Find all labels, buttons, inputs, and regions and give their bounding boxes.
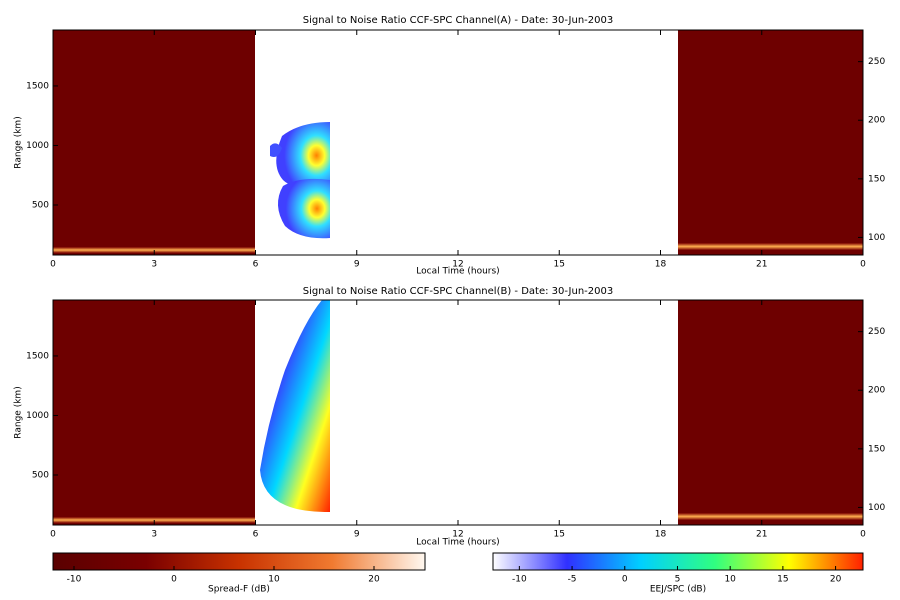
x-tick-label: 21 — [756, 530, 767, 540]
colorbar-tick-label: -10 — [512, 575, 527, 585]
y-tick-label: 1000 — [26, 411, 49, 421]
x-tick-label: 0 — [50, 260, 56, 270]
y-tick-label: 500 — [32, 201, 49, 211]
colorbar-tick-label: 20 — [830, 575, 842, 585]
x-tick-label: 3 — [151, 260, 157, 270]
colorbar-label: Spread-F (dB) — [208, 585, 270, 595]
colorbar-label: EEJ/SPC (dB) — [650, 585, 706, 595]
x-tick-label: 0 — [50, 530, 56, 540]
x-axis-label: Local Time (hours) — [416, 538, 499, 548]
y-axis-label: Range (km) — [14, 386, 24, 438]
colorbar-tick-label: 10 — [268, 575, 280, 585]
y2-tick-label: 250 — [868, 327, 885, 337]
x-tick-label: 18 — [655, 260, 667, 270]
colorbar-tick-label: 0 — [622, 575, 628, 585]
colorbar-tick-label: 5 — [675, 575, 681, 585]
y-tick-label: 1500 — [26, 351, 49, 361]
x-tick-label: 3 — [151, 530, 157, 540]
colorbar-tick-label: 20 — [368, 575, 380, 585]
colorbar-tick-label: -10 — [67, 575, 82, 585]
y2-tick-label: 100 — [868, 503, 885, 513]
y-tick-label: 500 — [32, 471, 49, 481]
x-tick-label: 12 — [452, 260, 463, 270]
x-axis-label: Local Time (hours) — [416, 267, 499, 277]
y2-tick-label: 150 — [868, 444, 885, 454]
x-tick-label: 9 — [354, 530, 360, 540]
y2-tick-label: 250 — [868, 57, 885, 67]
colorbar-tick-label: 10 — [724, 575, 736, 585]
x-tick-label: 0 — [860, 260, 866, 270]
panel-b-image — [53, 300, 863, 525]
y2-tick-label: 150 — [868, 174, 885, 184]
y-tick-label: 1000 — [26, 141, 49, 151]
x-tick-label: 21 — [756, 260, 767, 270]
panel-a-image — [53, 30, 863, 255]
y-axis-label: Range (km) — [14, 116, 24, 168]
colorbar-tick-label: 15 — [777, 575, 788, 585]
y-tick-label: 1500 — [26, 81, 49, 91]
colorbar — [52, 552, 426, 571]
y2-tick-label: 200 — [868, 386, 885, 396]
x-tick-label: 6 — [253, 260, 259, 270]
colorbar — [492, 552, 864, 571]
y2-tick-label: 100 — [868, 233, 885, 243]
x-tick-label: 6 — [253, 530, 259, 540]
chart-title: Signal to Noise Ratio CCF-SPC Channel(A)… — [303, 15, 613, 26]
x-tick-label: 15 — [554, 260, 565, 270]
x-tick-label: 9 — [354, 260, 360, 270]
x-tick-label: 0 — [860, 530, 866, 540]
colorbar-tick-label: -5 — [568, 575, 577, 585]
y2-tick-label: 200 — [868, 116, 885, 126]
x-tick-label: 12 — [452, 530, 463, 540]
colorbar-tick-label: 0 — [171, 575, 177, 585]
x-tick-label: 18 — [655, 530, 667, 540]
x-tick-label: 15 — [554, 530, 565, 540]
chart-title: Signal to Noise Ratio CCF-SPC Channel(B)… — [303, 286, 613, 297]
